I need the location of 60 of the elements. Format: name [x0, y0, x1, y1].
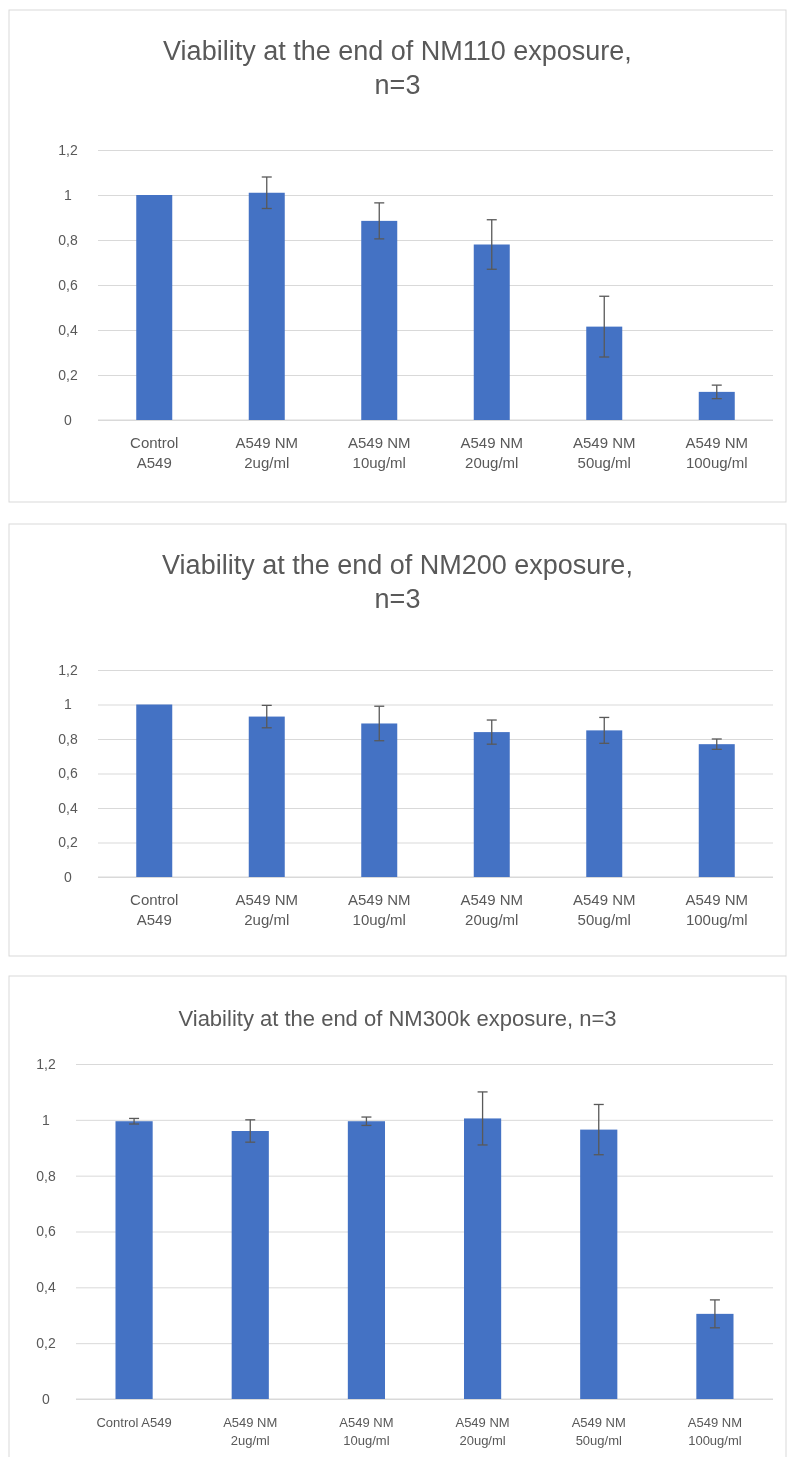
bar — [464, 1118, 502, 1399]
bar — [115, 1121, 153, 1399]
bar — [347, 1121, 385, 1399]
chart-title: Viability at the end of NM300k exposure, n=3 — [178, 1006, 617, 1031]
bar — [231, 1131, 269, 1399]
x-tick-label: Control A549 — [96, 1415, 172, 1430]
y-tick-label: 0 — [42, 1390, 51, 1407]
y-tick-label: 0,6 — [36, 1223, 56, 1240]
bar — [580, 1129, 618, 1399]
bar — [248, 716, 285, 877]
x-tick-label: A549 NM 10ug/ml — [347, 434, 411, 472]
x-tick-label: A549 NM 20ug/ml — [460, 891, 524, 929]
bar — [473, 732, 510, 877]
y-tick-label: 0,4 — [58, 799, 78, 816]
y-tick-label: 1,2 — [58, 141, 78, 158]
bar — [361, 723, 398, 877]
bar — [473, 244, 510, 420]
x-tick-label: Control A549 — [130, 891, 179, 929]
chart-title: Viability at the end of NM110 exposure, n=3 — [163, 36, 632, 100]
x-tick-label: A549 NM 20ug/ml — [460, 434, 524, 472]
y-tick-label: 0,6 — [58, 276, 78, 293]
x-tick-label: A549 NM 50ug/ml — [571, 1415, 626, 1448]
bar — [698, 391, 735, 420]
x-tick-label: A549 NM 100ug/ml — [685, 434, 749, 472]
x-tick-label: A549 NM 2ug/ml — [223, 1415, 278, 1448]
y-tick-label: 0,8 — [58, 730, 78, 747]
x-tick-label: A549 NM 100ug/ml — [685, 891, 749, 929]
bar — [248, 192, 285, 420]
x-tick-label: A549 NM 2ug/ml — [235, 891, 299, 929]
y-tick-label: 1,2 — [58, 661, 78, 678]
x-tick-label: A549 NM 10ug/ml — [347, 891, 411, 929]
y-tick-label: 0 — [64, 868, 73, 885]
x-tick-label: A549 NM 20ug/ml — [455, 1415, 510, 1448]
x-tick-label: A549 NM 50ug/ml — [572, 891, 636, 929]
x-tick-label: A549 NM 100ug/ml — [687, 1415, 743, 1448]
y-tick-label: 1,2 — [36, 1055, 56, 1072]
bar — [586, 730, 623, 877]
bar — [586, 326, 623, 420]
y-tick-label: 0 — [64, 411, 73, 428]
x-tick-label: A549 NM 2ug/ml — [235, 434, 299, 472]
y-tick-label: 0,8 — [36, 1167, 56, 1184]
x-tick-label: A549 NM 50ug/ml — [572, 434, 636, 472]
y-tick-label: 0,2 — [58, 834, 78, 851]
x-tick-label: Control A549 — [130, 434, 179, 472]
chart-title: Viability at the end of NM200 exposure, n=3 — [162, 550, 633, 614]
y-tick-label: 0,2 — [36, 1335, 56, 1352]
y-tick-label: 1 — [64, 186, 73, 203]
bar — [136, 704, 173, 877]
x-tick-label: A549 NM 10ug/ml — [339, 1415, 394, 1448]
y-tick-label: 0,6 — [58, 765, 78, 782]
y-tick-label: 0,4 — [36, 1279, 56, 1296]
bar — [136, 195, 173, 420]
y-tick-label: 1 — [42, 1111, 51, 1128]
bar — [361, 220, 398, 420]
y-tick-label: 1 — [64, 696, 73, 713]
y-tick-label: 0,8 — [58, 231, 78, 248]
y-tick-label: 0,2 — [58, 366, 78, 383]
bar — [696, 1313, 734, 1399]
bar — [698, 744, 735, 877]
y-tick-label: 0,4 — [58, 321, 78, 338]
